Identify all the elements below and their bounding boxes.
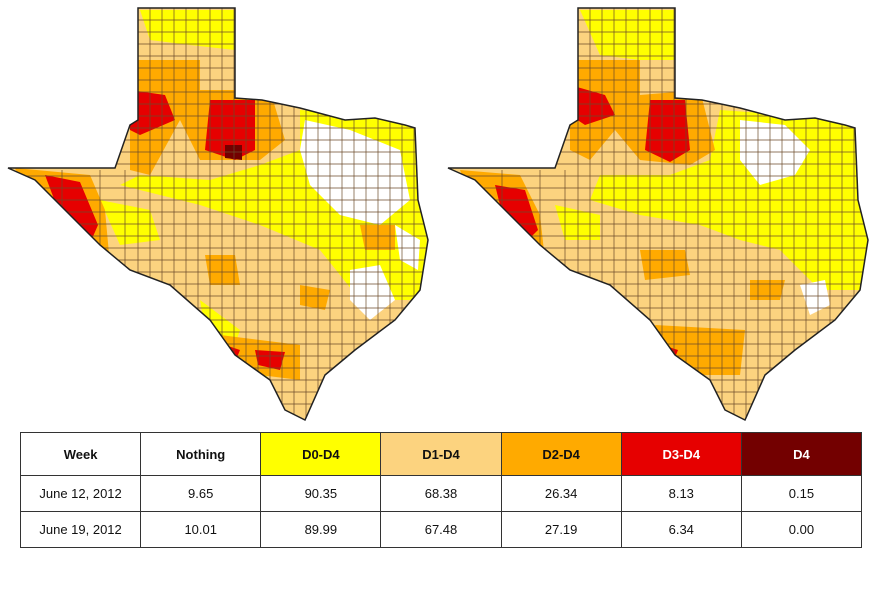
header-d1-d4: D1-D4 — [380, 432, 502, 476]
d2-region — [360, 225, 395, 250]
texas-drought-map-june-19 — [447, 7, 869, 422]
no-drought-region — [785, 140, 805, 165]
d2-region — [750, 280, 785, 300]
d2-region — [205, 255, 240, 285]
d2-region — [640, 250, 690, 280]
cell-nothing: 9.65 — [140, 475, 262, 512]
no-drought-region — [800, 280, 830, 315]
header-nothing: Nothing — [140, 432, 262, 476]
cell-week: June 12, 2012 — [19, 475, 142, 512]
no-drought-region — [300, 120, 410, 225]
header-d4: D4 — [740, 432, 863, 476]
cell-nothing: 10.01 — [140, 511, 262, 548]
cell-d1-d4: 68.38 — [380, 475, 502, 512]
cell-d0-d4: 89.99 — [260, 511, 382, 548]
drought-statistics-table: Week Nothing D0-D4 D1-D4 D2-D4 D3-D4 D4 … — [19, 432, 863, 548]
header-d2-d4: D2-D4 — [500, 432, 622, 476]
d2-region — [300, 285, 330, 310]
d4-region — [225, 145, 242, 160]
d0-region — [555, 205, 600, 240]
cell-d0-d4: 90.35 — [260, 475, 382, 512]
no-drought-region — [350, 265, 395, 320]
no-drought-region — [740, 120, 810, 185]
cell-d3-d4: 6.34 — [620, 511, 742, 548]
table-row: June 19, 2012 10.01 89.99 67.48 27.19 6.… — [19, 511, 863, 548]
header-d3-d4: D3-D4 — [620, 432, 742, 476]
header-d0-d4: D0-D4 — [260, 432, 382, 476]
cell-d2-d4: 26.34 — [500, 475, 622, 512]
d2-region — [655, 325, 745, 375]
d3-region — [570, 85, 615, 125]
table-row: June 12, 2012 9.65 90.35 68.38 26.34 8.1… — [19, 475, 863, 512]
header-week: Week — [19, 432, 142, 476]
cell-week: June 19, 2012 — [19, 511, 142, 548]
d3-region — [130, 90, 175, 135]
cell-d4: 0.00 — [740, 511, 863, 548]
d3-region — [645, 100, 690, 162]
cell-d2-d4: 27.19 — [500, 511, 622, 548]
texas-drought-map-june-12 — [7, 7, 429, 422]
cell-d1-d4: 67.48 — [380, 511, 502, 548]
d0-region — [100, 200, 160, 245]
d3-region — [205, 100, 255, 160]
table-header-row: Week Nothing D0-D4 D1-D4 D2-D4 D3-D4 D4 — [19, 432, 863, 476]
cell-d4: 0.15 — [740, 475, 863, 512]
cell-d3-d4: 8.13 — [620, 475, 742, 512]
drought-maps — [7, 7, 869, 422]
d0-region — [580, 10, 675, 60]
